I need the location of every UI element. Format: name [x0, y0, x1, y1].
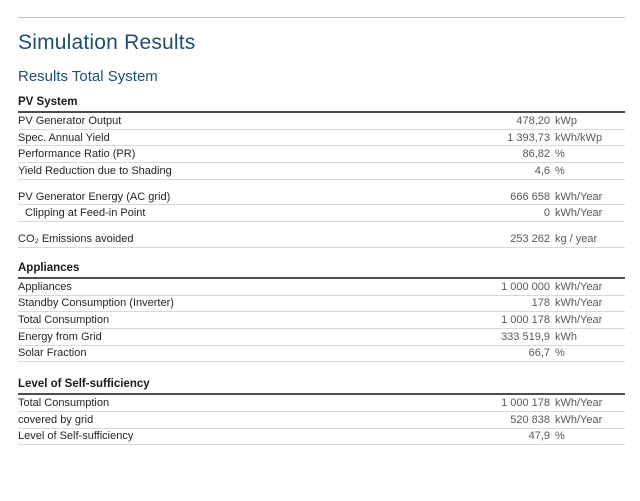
- row-label: Energy from Grid: [18, 330, 102, 343]
- row-label: Clipping at Feed-in Point: [25, 207, 146, 220]
- row-value: 333 519,9: [501, 330, 550, 343]
- pv-energy-group: PV Generator Energy (AC grid) 666 658 kW…: [18, 189, 625, 223]
- row-total-consumption: Total Consumption 1 000 178 kWh/Year: [18, 312, 625, 329]
- row-unit: %: [555, 347, 565, 360]
- pv-yield-group: PV Generator Output 478,20 kWp Spec. Ann…: [18, 113, 625, 180]
- row-value: 0: [543, 207, 550, 220]
- report-page: Simulation Results Results Total System …: [0, 17, 640, 446]
- row-value: 4,6: [534, 164, 550, 177]
- section-heading-self-sufficiency: Level of Self-sufficiency: [18, 378, 625, 396]
- row-energy-from-grid: Energy from Grid 333 519,9 kWh: [18, 329, 625, 346]
- page-title: Simulation Results: [18, 31, 196, 54]
- row-unit: kWh/Year: [555, 413, 603, 426]
- row-unit: kWh/Year: [555, 297, 603, 310]
- row-appliances: Appliances 1 000 000 kWh/Year: [18, 279, 625, 296]
- row-value: 666 658: [510, 190, 550, 203]
- co2-group: CO₂ Emissions avoided 253 262 kg / year: [18, 231, 625, 248]
- row-value: 1 393,73: [507, 131, 550, 144]
- row-unit: kWh/kWp: [555, 131, 603, 144]
- row-unit: kWh: [555, 330, 577, 343]
- row-value: 66,7: [528, 347, 550, 360]
- row-label: Spec. Annual Yield: [18, 131, 110, 144]
- row-value: 178: [531, 297, 550, 310]
- page-subtitle: Results Total System: [18, 68, 158, 85]
- row-unit: kWh/Year: [555, 314, 603, 327]
- row-label: Solar Fraction: [18, 347, 87, 360]
- section-heading-pv-system: PV System: [18, 96, 625, 113]
- row-unit: kWp: [555, 114, 577, 127]
- section-appliances: Appliances Appliances 1 000 000 kWh/Year…: [18, 262, 625, 363]
- row-value: 1 000 000: [501, 280, 550, 293]
- self-sufficiency-group: Total Consumption 1 000 178 kWh/Year cov…: [18, 395, 625, 446]
- row-level-of-self-sufficiency: Level of Self-sufficiency 47,9 %: [18, 429, 625, 446]
- row-solar-fraction: Solar Fraction 66,7 %: [18, 346, 625, 363]
- row-label: Yield Reduction due to Shading: [18, 164, 172, 177]
- row-value: 253 262: [510, 232, 550, 245]
- row-unit: %: [555, 164, 565, 177]
- row-spec-annual-yield: Spec. Annual Yield 1 393,73 kWh/kWp: [18, 130, 625, 147]
- row-value: 1 000 178: [501, 314, 550, 327]
- section-self-sufficiency: Level of Self-sufficiency Total Consumpt…: [18, 378, 625, 446]
- row-label: covered by grid: [18, 413, 94, 426]
- row-label: Performance Ratio (PR): [18, 148, 136, 161]
- row-performance-ratio: Performance Ratio (PR) 86,82 %: [18, 146, 625, 164]
- row-value: 47,9: [528, 430, 550, 443]
- row-clipping-feed-in: Clipping at Feed-in Point 0 kWh/Year: [18, 205, 625, 223]
- row-total-consumption-2: Total Consumption 1 000 178 kWh/Year: [18, 395, 625, 412]
- row-co2-emissions-avoided: CO₂ Emissions avoided 253 262 kg / year: [18, 231, 625, 248]
- row-unit: kg / year: [555, 232, 598, 245]
- row-label: CO₂ Emissions avoided: [18, 232, 134, 245]
- row-value: 520 838: [510, 413, 550, 426]
- row-pv-generator-energy: PV Generator Energy (AC grid) 666 658 kW…: [18, 189, 625, 206]
- row-value: 1 000 178: [501, 397, 550, 410]
- row-label: Appliances: [18, 280, 72, 293]
- row-pv-generator-output: PV Generator Output 478,20 kWp: [18, 113, 625, 130]
- row-label: Standby Consumption (Inverter): [18, 297, 174, 310]
- row-label: Total Consumption: [18, 314, 110, 327]
- row-label: Total Consumption: [18, 397, 110, 410]
- row-yield-reduction-shading: Yield Reduction due to Shading 4,6 %: [18, 163, 625, 180]
- row-unit: %: [555, 430, 565, 443]
- row-label: PV Generator Output: [18, 114, 122, 127]
- row-covered-by-grid: covered by grid 520 838 kWh/Year: [18, 412, 625, 429]
- row-unit: kWh/Year: [555, 397, 603, 410]
- row-value: 86,82: [522, 148, 550, 161]
- row-unit: kWh/Year: [555, 280, 603, 293]
- row-unit: %: [555, 148, 565, 161]
- row-value: 478,20: [516, 114, 550, 127]
- section-pv-system: PV System PV Generator Output 478,20 kWp…: [18, 96, 625, 248]
- row-label: PV Generator Energy (AC grid): [18, 190, 171, 203]
- section-heading-appliances: Appliances: [18, 262, 625, 279]
- appliances-group: Appliances 1 000 000 kWh/Year Standby Co…: [18, 279, 625, 363]
- row-label: Level of Self-sufficiency: [18, 430, 134, 443]
- row-unit: kWh/Year: [555, 190, 603, 203]
- row-unit: kWh/Year: [555, 207, 603, 220]
- top-divider: [18, 17, 625, 18]
- row-standby-consumption: Standby Consumption (Inverter) 178 kWh/Y…: [18, 296, 625, 313]
